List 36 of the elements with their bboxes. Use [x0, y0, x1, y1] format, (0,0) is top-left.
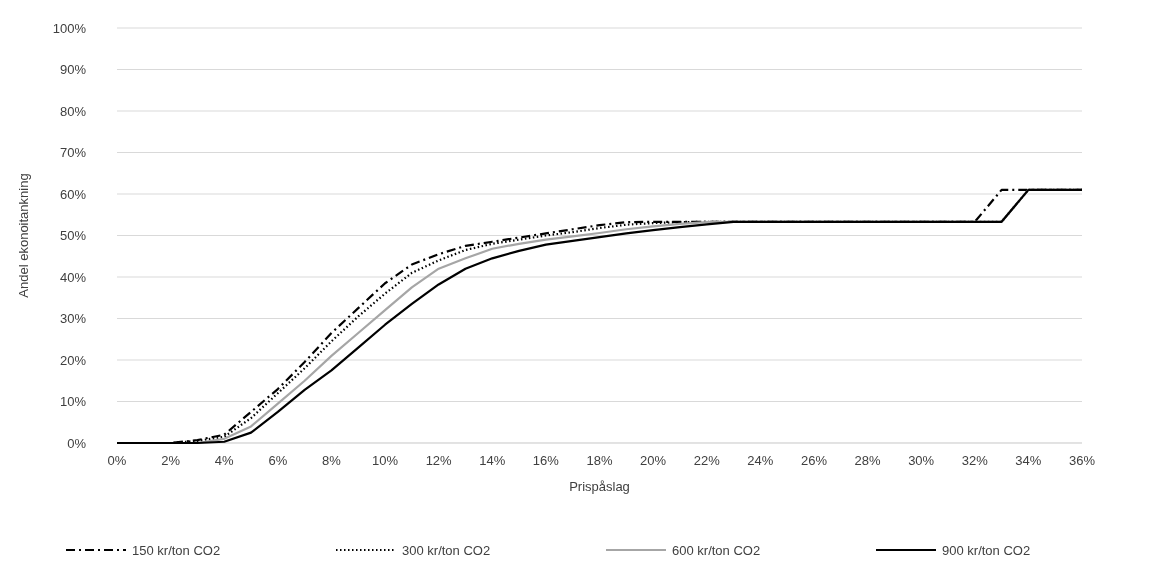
legend-label: 900 kr/ton CO2	[942, 542, 1031, 558]
x-tick-label: 30%	[908, 453, 935, 468]
x-tick-label: 20%	[640, 453, 667, 468]
x-tick-label: 34%	[1015, 453, 1042, 468]
x-tick-label: 8%	[322, 453, 342, 468]
y-tick-label: 70%	[59, 145, 87, 161]
y-tick-label: 40%	[59, 269, 87, 285]
legend-label: 600 kr/ton CO2	[672, 542, 761, 558]
x-tick-label: 22%	[693, 453, 721, 468]
x-tick-label: 26%	[800, 453, 828, 468]
y-tick-label: 60%	[59, 186, 87, 202]
y-tick-label: 50%	[59, 228, 87, 244]
x-tick-label: 24%	[747, 453, 774, 468]
y-tick-label: 80%	[59, 103, 87, 119]
y-tick-label: 100%	[52, 20, 87, 36]
y-tick-label: 0%	[67, 435, 87, 451]
y-tick-label: 10%	[59, 394, 87, 410]
x-tick-label: 4%	[214, 453, 235, 468]
x-tick-label: 10%	[372, 453, 399, 468]
y-tick-label: 20%	[59, 352, 87, 368]
x-tick-label: 2%	[161, 453, 181, 468]
x-tick-label: 32%	[961, 453, 989, 468]
x-tick-label: 36%	[1068, 453, 1096, 468]
x-tick-label: 18%	[586, 453, 613, 468]
x-tick-label: 16%	[532, 453, 560, 468]
x-tick-label: 28%	[854, 453, 881, 468]
x-tick-label: 0%	[107, 453, 127, 468]
y-axis-title: Andel ekonoitankning	[16, 173, 31, 298]
x-tick-label: 12%	[425, 453, 453, 468]
legend-label: 150 kr/ton CO2	[132, 542, 221, 558]
x-tick-label: 6%	[268, 453, 288, 468]
y-tick-label: 30%	[59, 311, 87, 327]
x-axis-title: Prispåslag	[569, 479, 630, 494]
y-tick-label: 90%	[59, 62, 87, 78]
legend-label: 300 kr/ton CO2	[402, 542, 491, 558]
x-tick-label: 14%	[479, 453, 506, 468]
